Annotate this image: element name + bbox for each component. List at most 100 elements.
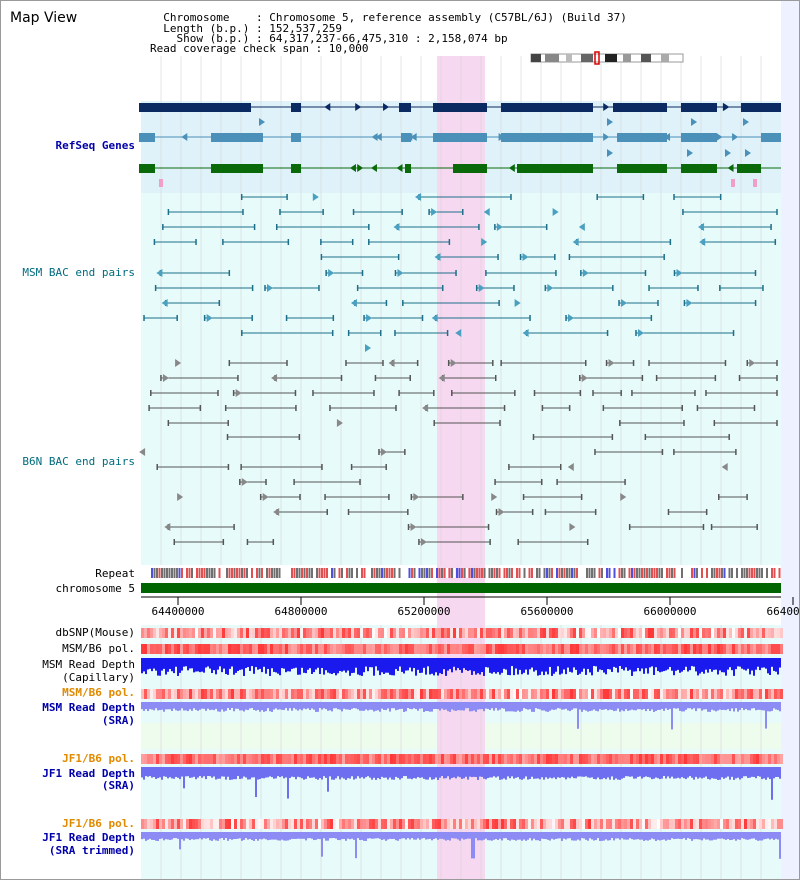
- b6n-bac-end-arrow: [498, 508, 505, 516]
- msm-depth-sra-bar: [579, 702, 581, 710]
- msm-b6-pol-sra-heat-cell: [633, 689, 636, 699]
- gene-exon-block: [401, 133, 411, 142]
- jf1-b6-pol-trimmed-heat-cell: [642, 819, 645, 829]
- msm-depth-capillary-bar: [457, 658, 459, 669]
- msm-depth-capillary-bar: [223, 658, 225, 669]
- msm-b6-pol-sra-heat-cell: [240, 689, 243, 699]
- dbsnp-heat-cell: [582, 628, 585, 638]
- msm-depth-capillary-bar: [509, 658, 511, 676]
- jf1-depth-sra-bar: [421, 767, 423, 778]
- msm-depth-sra-bar: [621, 702, 623, 711]
- msm-b6-pol-heat-cell: [348, 644, 351, 654]
- msm-depth-capillary-bar: [587, 658, 589, 670]
- msm-depth-capillary-bar: [641, 658, 643, 669]
- msm-b6-pol-sra-heat-cell: [759, 689, 762, 699]
- msm-b6-pol-heat-cell: [711, 644, 714, 654]
- jf1-b6-pol-trimmed-heat-cell: [741, 819, 744, 829]
- msm-b6-pol-sra-heat-cell: [780, 689, 783, 699]
- dbsnp-heat-cell: [405, 628, 408, 638]
- jf1-depth-trimmed-bar: [309, 832, 311, 839]
- msm-bac-end-arrow: [522, 253, 529, 261]
- msm-depth-sra-bar: [357, 702, 359, 710]
- jf1-depth-sra-bar: [319, 767, 321, 779]
- jf1-b6-pol-heat-cell: [342, 754, 345, 764]
- jf1-b6-pol-heat-cell: [729, 754, 732, 764]
- msm-depth-capillary-bar: [685, 658, 687, 667]
- msm-b6-pol-heat-cell: [651, 644, 654, 654]
- jf1-depth-trimmed-bar: [705, 832, 707, 840]
- dbsnp-heat-cell: [513, 628, 516, 638]
- msm-b6-pol-sra-heat-cell: [234, 689, 237, 699]
- jf1-depth-trimmed-bar: [731, 832, 733, 840]
- dbsnp-heat-cell: [660, 628, 663, 638]
- msm-b6-pol-heat-cell: [372, 644, 375, 654]
- repeat-element: [678, 568, 681, 578]
- jf1-depth-sra-bar: [667, 767, 669, 777]
- jf1-b6-pol-trimmed-heat-cell: [411, 819, 414, 829]
- repeat-element: [511, 568, 513, 578]
- jf1-depth-trimmed-bar: [303, 832, 305, 839]
- jf1-depth-trimmed-bar: [397, 832, 399, 841]
- repeat-element: [776, 568, 778, 578]
- jf1-b6-pol-heat-cell: [567, 754, 570, 764]
- jf1-b6-pol-trimmed-heat-cell: [258, 819, 261, 829]
- jf1-b6-pol-heat-cell: [162, 754, 165, 764]
- msm-depth-capillary-bar: [273, 658, 275, 672]
- jf1-b6-pol-trimmed-heat-cell: [618, 819, 621, 829]
- msm-depth-sra-bar: [597, 702, 599, 712]
- jf1-depth-trimmed-bar: [725, 832, 727, 840]
- jf1-b6-pol-heat-cell: [354, 754, 357, 764]
- jf1-depth-sra-bar: [663, 767, 665, 777]
- msm-depth-sra-bar: [695, 702, 697, 712]
- gene-strand-arrow: [619, 103, 626, 111]
- jf1-b6-pol-heat-cell: [375, 754, 378, 764]
- jf1-depth-trimmed-bar: [207, 832, 209, 839]
- msm-depth-sra-bar: [287, 702, 289, 711]
- msm-b6-pol-heat-cell: [240, 644, 243, 654]
- msm-b6-pol-sra-heat-cell: [723, 689, 726, 699]
- repeat-element: [746, 568, 748, 578]
- jf1-depth-trimmed-bar: [719, 832, 721, 839]
- repeat-element: [608, 568, 611, 578]
- jf1-depth-sra-bar: [207, 767, 209, 777]
- jf1-b6-pol-heat-cell: [552, 754, 555, 764]
- dbsnp-heat-cell: [711, 628, 714, 638]
- jf1-depth-sra-bar: [533, 767, 535, 779]
- jf1-b6-pol-heat-cell: [402, 754, 405, 764]
- msm-depth-capillary-bar: [141, 658, 143, 674]
- jf1-b6-pol-trimmed-heat-cell: [459, 819, 462, 829]
- dbsnp-heat-cell: [645, 628, 648, 638]
- b6n-bac-end-arrow: [177, 493, 184, 501]
- jf1-b6-pol-heat-cell: [492, 754, 495, 764]
- jf1-depth-trimmed-bar: [565, 832, 567, 840]
- msm-b6-pol-sra-heat-cell: [303, 689, 306, 699]
- msm-depth-sra-bar: [421, 702, 423, 709]
- jf1-depth-sra-bar: [241, 767, 243, 779]
- msm-depth-sra-bar: [657, 702, 659, 710]
- jf1-depth-sra-bar: [621, 767, 623, 779]
- msm-b6-pol-heat-cell: [639, 644, 642, 654]
- msm-bac-end-arrow: [522, 329, 529, 337]
- jf1-b6-pol-trimmed-heat-cell: [165, 819, 168, 829]
- jf1-b6-pol-trimmed-heat-cell: [540, 819, 543, 829]
- jf1-depth-sra-bar: [643, 767, 645, 778]
- dbsnp-heat-cell: [495, 628, 498, 638]
- ideogram-band: [661, 54, 669, 62]
- msm-depth-sra-bar: [503, 702, 505, 709]
- ideogram-band: [623, 54, 631, 62]
- msm-depth-sra-bar: [509, 702, 511, 712]
- jf1-b6-pol-heat-cell: [699, 754, 702, 764]
- jf1-b6-pol-trimmed-heat-cell: [762, 819, 765, 829]
- msm-b6-pol-sra-heat-cell: [378, 689, 381, 699]
- msm-b6-pol-sra-heat-cell: [648, 689, 651, 699]
- msm-depth-sra-bar: [571, 702, 573, 710]
- axis-tick-label: 64800000: [275, 605, 328, 618]
- jf1-b6-pol-heat-cell: [297, 754, 300, 764]
- jf1-b6-pol-heat-cell: [210, 754, 213, 764]
- repeat-element: [376, 568, 378, 578]
- msm-b6-pol-heat-cell: [669, 644, 672, 654]
- jf1-depth-trimmed-bar: [669, 832, 671, 840]
- jf1-b6-pol-heat-cell: [726, 754, 729, 764]
- msm-depth-sra-bar: [261, 702, 263, 711]
